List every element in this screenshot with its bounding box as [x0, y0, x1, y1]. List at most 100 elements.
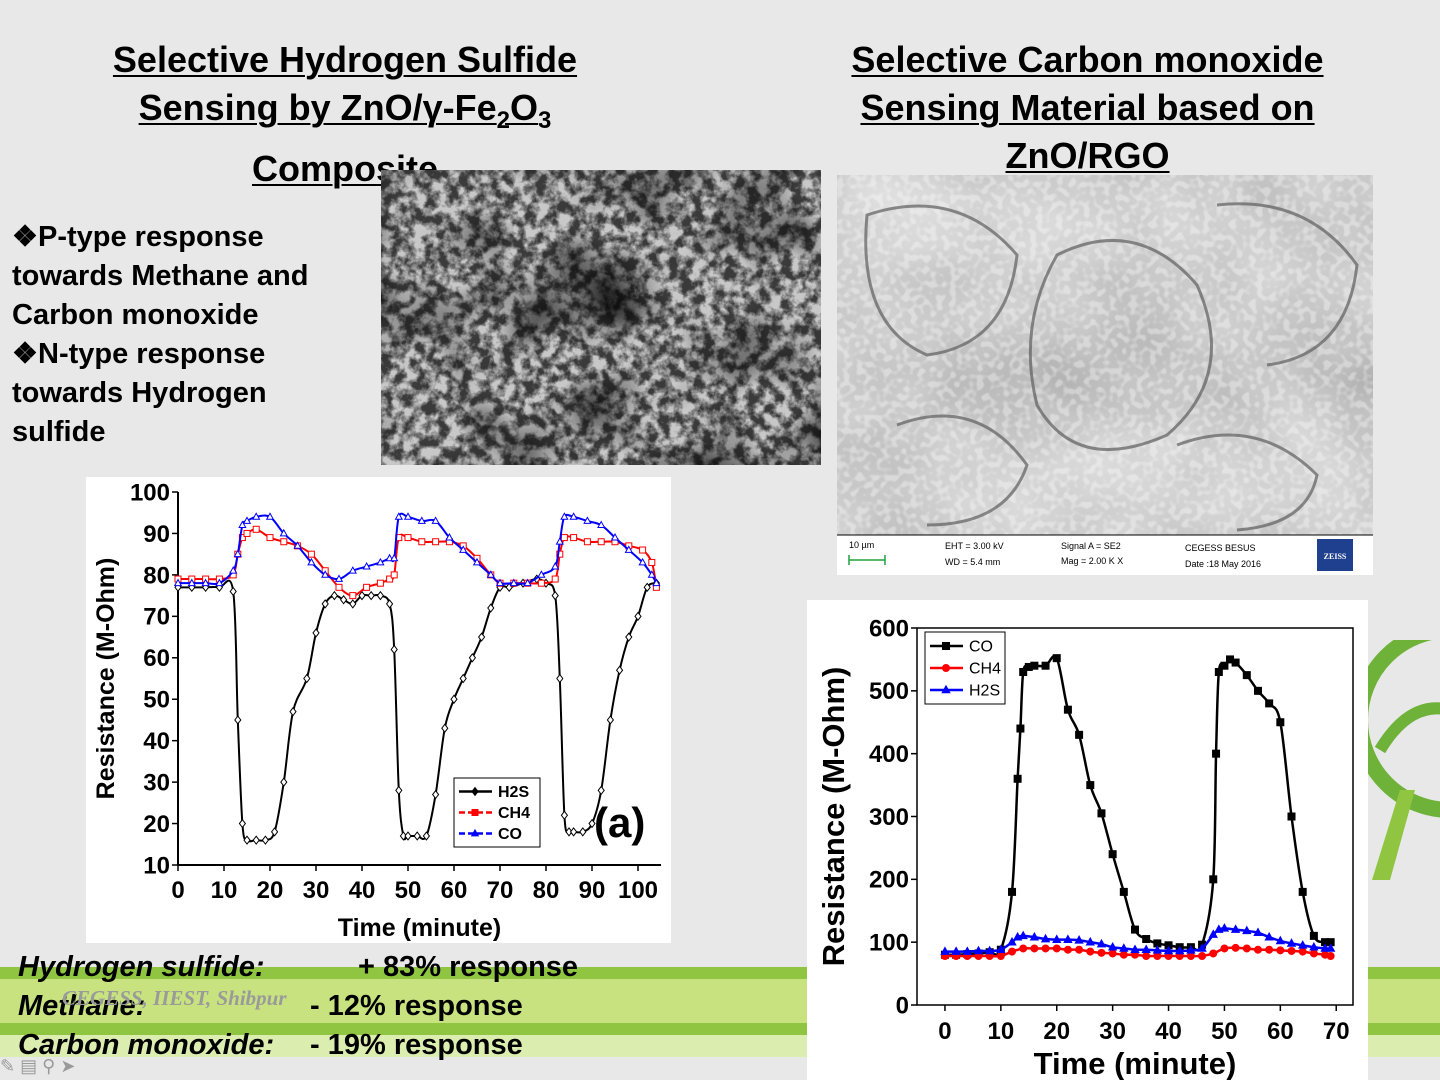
data-point [468, 653, 477, 663]
data-point [551, 590, 559, 601]
pointer-icon[interactable]: ➤ [60, 1056, 76, 1076]
data-point [303, 673, 311, 684]
y-tick-label: 600 [869, 615, 909, 642]
data-point [1019, 944, 1028, 953]
x-tick-label: 60 [441, 877, 468, 904]
response-value: + 83% response [358, 951, 579, 983]
data-point [1220, 661, 1229, 670]
data-point [477, 632, 486, 642]
data-point [348, 566, 357, 574]
data-point [652, 578, 661, 587]
data-point [243, 529, 251, 537]
data-point [984, 945, 995, 955]
data-point [1253, 686, 1262, 695]
data-point [330, 590, 339, 601]
data-point [973, 945, 984, 955]
chart-a-container: 0 10 20 30 40 50 60 70 80 90 100 10 20 30 40 50 60 70 80 90… [86, 477, 671, 943]
data-point [279, 528, 288, 537]
data-point [1008, 947, 1017, 956]
data-point [312, 628, 320, 638]
x-tick-label: 100 [618, 877, 658, 904]
bullet-1-line-2: towards Methane and [12, 260, 309, 292]
x-axis-label: Time (minute) [1034, 1046, 1237, 1080]
series-line-h2s [177, 578, 657, 843]
bullet-1-line-3: Carbon monoxide [12, 299, 259, 331]
legend-label: CH4 [498, 805, 530, 822]
response-name: Hydrogen sulfide: [18, 951, 265, 983]
data-point [431, 516, 440, 524]
data-point [1086, 781, 1095, 790]
response-value: - 12% response [310, 990, 523, 1022]
data-point [1029, 931, 1040, 941]
data-point [1265, 699, 1274, 708]
data-point [1007, 936, 1017, 946]
data-point [537, 570, 546, 578]
data-point [486, 570, 495, 578]
bullet-2-line-3: sulfide [12, 416, 106, 448]
x-tick-label: 80 [533, 877, 560, 904]
bullet-list: ❖P-type response towards Methane and Car… [12, 218, 362, 452]
y-tick-label: 500 [869, 678, 909, 705]
slides-icon[interactable]: ▤ [20, 1056, 38, 1076]
data-point [1085, 936, 1095, 946]
legend-label: H2S [498, 784, 529, 801]
data-point [1075, 945, 1084, 954]
data-point [1175, 945, 1185, 955]
y-tick-label: 10 [143, 852, 170, 879]
left-title-line-1: Selective Hydrogen Sulfide [112, 39, 578, 80]
data-point [1242, 944, 1251, 953]
pen-icon[interactable]: ✎ [0, 1056, 16, 1076]
data-point [1231, 658, 1240, 667]
bullet-2-line-1: N-type response [38, 338, 266, 370]
data-point [560, 512, 569, 520]
zoom-icon[interactable]: ⚲ [42, 1056, 56, 1076]
data-point [390, 553, 399, 562]
data-point [1276, 718, 1285, 727]
x-tick-label: 70 [487, 877, 514, 904]
legend-label: CO [969, 639, 993, 656]
legend-label: CH4 [969, 661, 1001, 678]
data-point [1075, 730, 1084, 739]
data-point [386, 575, 394, 583]
data-point [1253, 945, 1262, 954]
data-point [252, 512, 261, 520]
data-point [996, 951, 1005, 960]
data-point [1298, 887, 1307, 896]
data-point [509, 578, 518, 587]
data-point [615, 665, 624, 675]
data-point [173, 578, 183, 587]
data-point [1041, 661, 1050, 670]
data-point [579, 827, 587, 837]
data-point [1242, 671, 1251, 680]
data-point [280, 538, 288, 546]
slide-toolbar[interactable]: ✎ ▤ ⚲ ➤ [0, 1056, 170, 1080]
data-point [570, 534, 578, 542]
data-point [1013, 774, 1022, 783]
data-point [321, 599, 329, 609]
data-point [1131, 925, 1139, 934]
data-point [321, 570, 330, 578]
data-point [441, 723, 449, 733]
data-point [445, 532, 454, 541]
data-point [229, 566, 238, 574]
data-point [1030, 944, 1039, 953]
y-tick-label: 20 [143, 811, 170, 838]
data-point [1264, 931, 1274, 941]
y-axis-label: Resistance (M-Ohm) [816, 667, 851, 967]
data-point [390, 644, 398, 655]
right-title-line-1: Selective Carbon monoxide [851, 39, 1324, 80]
data-point [413, 831, 421, 841]
x-tick-label: 30 [1099, 1018, 1126, 1045]
right-title: Selective Carbon monoxide Sensing Materi… [800, 36, 1375, 180]
x-tick-label: 50 [1211, 1018, 1238, 1045]
data-point [362, 561, 371, 570]
data-point [472, 557, 482, 566]
data-point [459, 545, 468, 553]
data-point [431, 789, 440, 800]
legend: H2S CH4 CO [453, 777, 541, 848]
data-point [1231, 943, 1240, 952]
x-tick-label: 10 [987, 1018, 1014, 1045]
data-point [1309, 931, 1318, 940]
data-point [289, 706, 297, 717]
sem-eht: EHT = 3.00 kV [945, 541, 1004, 551]
